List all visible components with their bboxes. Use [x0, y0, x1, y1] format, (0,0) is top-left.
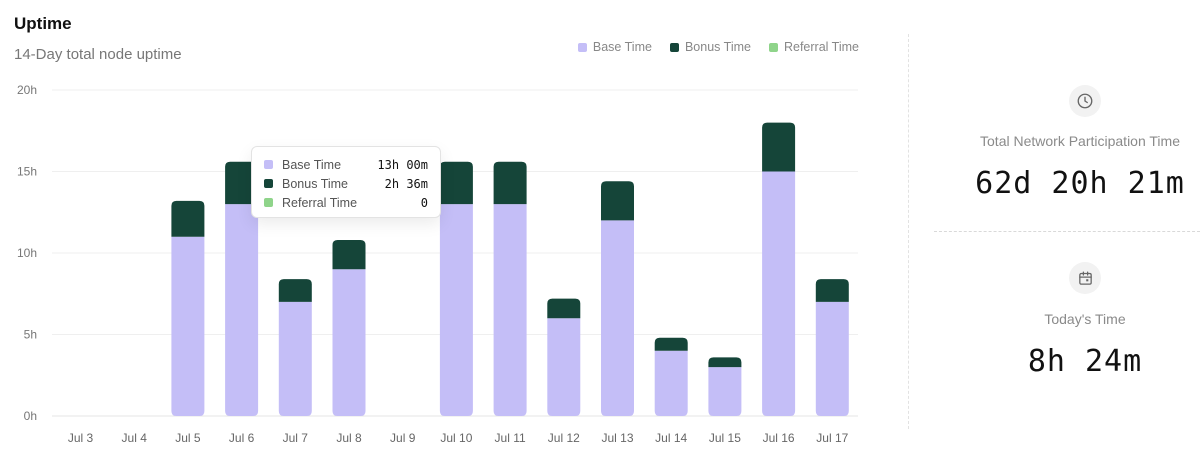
bar-bonus-time	[171, 200, 205, 237]
bar-bonus-time	[601, 181, 634, 221]
clock-icon	[1069, 85, 1101, 117]
tooltip-row-base-time: Base Time 13h 00m	[264, 155, 428, 174]
bar-base-time	[601, 220, 634, 416]
x-tick-label: Jul 7	[283, 431, 309, 445]
legend-label-referral-time: Referral Time	[783, 40, 859, 54]
y-tick-label: 15h	[17, 165, 37, 179]
x-tick-label: Jul 3	[68, 431, 94, 445]
tooltip-label-base-time: Base Time	[282, 157, 342, 172]
total-participation-value: 62d 20h 21m	[975, 166, 1185, 201]
bar-base-time	[708, 367, 742, 416]
legend-swatch-base-time	[577, 42, 587, 52]
page-subtitle: 14-Day total node uptime	[14, 46, 182, 63]
y-tick-label: 0h	[24, 409, 37, 423]
x-tick-label: Jul 6	[229, 431, 255, 445]
legend-item-base-time[interactable]: Base Time	[577, 40, 652, 54]
x-tick-label: Jul 12	[548, 431, 580, 445]
tooltip-label-referral-time: Referral Time	[282, 195, 358, 210]
x-tick-label: Jul 4	[122, 431, 148, 445]
x-tick-label: Jul 9	[390, 431, 416, 445]
bar-bonus-time	[815, 279, 849, 302]
legend-item-referral-time[interactable]: Referral Time	[768, 40, 859, 54]
total-participation-label: Total Network Participation Time	[980, 133, 1180, 149]
stats-divider	[934, 231, 1200, 232]
y-tick-label: 20h	[17, 83, 37, 97]
tooltip-label-bonus-time: Bonus Time	[282, 176, 349, 191]
tooltip-swatch-bonus-time	[264, 179, 273, 188]
bar-base-time	[654, 350, 688, 416]
tooltip-row-referral-time: Referral Time 0	[264, 193, 428, 212]
x-tick-label: Jul 13	[601, 431, 633, 445]
bar-base-time	[332, 269, 366, 416]
y-tick-label: 5h	[24, 328, 37, 342]
x-tick-label: Jul 16	[763, 431, 795, 445]
bar-base-time	[171, 236, 205, 416]
y-tick-label: 10h	[17, 246, 37, 260]
page-title: Uptime	[14, 14, 72, 33]
x-tick-label: Jul 5	[175, 431, 201, 445]
legend-label-base-time: Base Time	[592, 40, 652, 54]
bar-bonus-time	[708, 357, 742, 368]
x-tick-label: Jul 11	[495, 431, 526, 445]
x-tick-label: Jul 8	[336, 431, 362, 445]
today-time-label: Today's Time	[1044, 311, 1126, 327]
tooltip-value-base-time: 13h 00m	[377, 157, 428, 172]
legend-swatch-referral-time	[768, 42, 778, 52]
bar-bonus-time	[493, 161, 527, 205]
tooltip-value-bonus-time: 2h 36m	[384, 176, 428, 191]
calendar-icon	[1069, 262, 1101, 294]
x-tick-label: Jul 17	[816, 431, 848, 445]
bar-bonus-time	[332, 239, 366, 270]
x-tick-label: Jul 15	[709, 431, 741, 445]
chart-tooltip: Base Time 13h 00m Bonus Time 2h 36m Refe…	[251, 146, 441, 218]
panel-divider	[908, 34, 909, 429]
legend-item-bonus-time[interactable]: Bonus Time	[669, 40, 751, 54]
tooltip-swatch-base-time	[264, 160, 273, 169]
x-tick-label: Jul 10	[440, 431, 472, 445]
bar-bonus-time	[439, 161, 473, 205]
uptime-bar-chart: 0h 5h 10h 15h 20h Jul 3 Jul 4 Jul 5 Jul 6 Jul 7 Ju…	[17, 83, 858, 445]
bar-bonus-time	[225, 161, 259, 205]
x-tick-label: Jul 14	[655, 431, 687, 445]
legend-swatch-bonus-time	[669, 42, 679, 52]
bar-bonus-time	[278, 279, 312, 302]
tooltip-value-referral-time: 0	[420, 195, 428, 210]
chart-legend: Base Time Bonus Time Referral Time	[577, 40, 859, 54]
bar-bonus-time	[547, 298, 581, 319]
bar-base-time	[762, 171, 796, 416]
bar-base-time	[493, 204, 527, 416]
bar-base-time	[225, 204, 259, 416]
today-time-value: 8h 24m	[1027, 344, 1143, 379]
bar-base-time	[278, 301, 312, 416]
bar-bonus-time	[654, 337, 688, 351]
tooltip-row-bonus-time: Bonus Time 2h 36m	[264, 174, 428, 193]
bar-base-time	[439, 204, 473, 416]
tooltip-swatch-referral-time	[264, 198, 273, 207]
bar-bonus-time	[762, 122, 796, 172]
bar-base-time	[547, 318, 581, 416]
legend-label-bonus-time: Bonus Time	[684, 40, 751, 54]
bar-base-time	[815, 301, 849, 416]
